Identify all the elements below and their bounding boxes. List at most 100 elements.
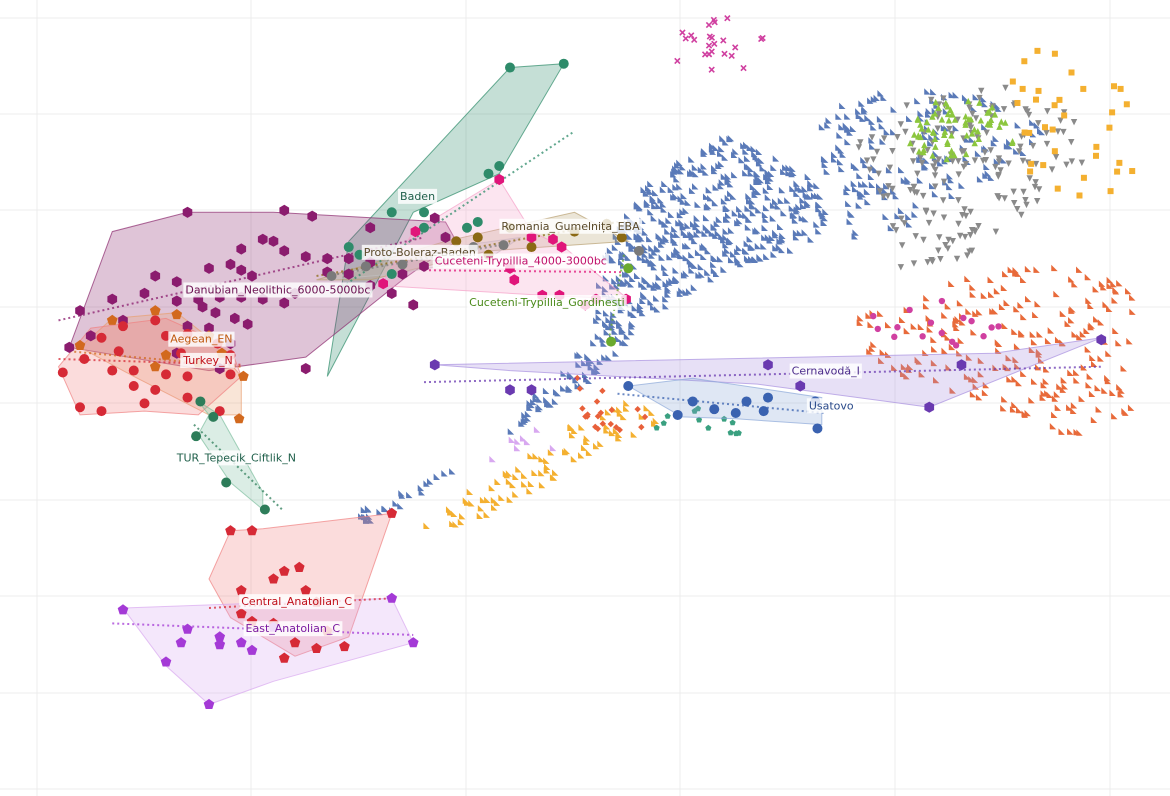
background-point xyxy=(1076,266,1083,273)
background-point xyxy=(636,232,643,239)
background-point xyxy=(994,339,1002,346)
background-point xyxy=(1033,122,1041,129)
background-point xyxy=(931,172,939,179)
background-point xyxy=(890,128,897,136)
background-point xyxy=(1116,383,1123,391)
background-point xyxy=(998,118,1005,125)
background-point xyxy=(802,216,809,223)
background-point xyxy=(928,96,935,104)
background-point xyxy=(1042,378,1050,385)
background-point xyxy=(659,186,667,193)
background-point xyxy=(870,124,877,131)
background-point xyxy=(1033,266,1040,273)
annotation-usatovo: Usatovo xyxy=(806,398,856,414)
background-point xyxy=(1127,404,1135,411)
background-point xyxy=(974,150,982,157)
background-point xyxy=(715,216,723,223)
background-point xyxy=(638,413,646,420)
background-point xyxy=(932,150,940,157)
data-point xyxy=(75,402,85,413)
data-point xyxy=(85,330,96,342)
data-point xyxy=(526,242,537,253)
background-point xyxy=(360,506,368,514)
background-point xyxy=(520,418,528,425)
background-point xyxy=(1010,188,1017,196)
annotation-baden: Baden xyxy=(398,188,438,204)
background-point xyxy=(526,404,533,411)
background-point xyxy=(1017,143,1024,151)
background-point xyxy=(810,192,818,199)
background-point xyxy=(931,110,939,117)
data-point xyxy=(128,365,139,376)
background-point xyxy=(928,134,935,141)
background-point xyxy=(988,324,995,331)
data-point xyxy=(709,404,720,415)
background-point xyxy=(521,481,528,488)
background-point xyxy=(629,275,636,283)
background-point xyxy=(1112,286,1119,294)
background-series-bg_blue2 xyxy=(818,88,1046,240)
data-point xyxy=(195,396,206,407)
background-point xyxy=(563,447,571,455)
data-point xyxy=(472,232,483,243)
background-point xyxy=(633,272,641,280)
background-point xyxy=(710,261,717,268)
background-point xyxy=(743,240,750,247)
background-point xyxy=(695,272,702,279)
background-point xyxy=(916,177,924,184)
background-point xyxy=(623,333,631,340)
background-point xyxy=(637,302,644,309)
background-point xyxy=(844,138,851,146)
background-point xyxy=(484,496,491,504)
background-point xyxy=(835,113,842,120)
background-point xyxy=(1057,117,1064,124)
background-point xyxy=(880,94,887,101)
background-point xyxy=(580,444,588,451)
background-point xyxy=(423,522,430,529)
background-point xyxy=(970,328,977,336)
background-point xyxy=(974,127,982,135)
data-point xyxy=(203,698,215,709)
background-point xyxy=(1035,186,1043,193)
background-point xyxy=(629,242,636,250)
background-point xyxy=(777,223,784,230)
data-point xyxy=(75,305,85,317)
annotations: BadenRomania_Gumelnița_EBAProto-Boleraz-… xyxy=(168,188,862,637)
background-point xyxy=(727,429,734,436)
background-point xyxy=(406,491,413,499)
background-point xyxy=(611,277,618,285)
background-point xyxy=(995,105,1002,112)
background-point xyxy=(1059,310,1067,317)
background-point xyxy=(640,186,647,194)
background-point xyxy=(897,264,905,271)
background-point xyxy=(751,191,758,198)
background-point xyxy=(614,335,622,343)
background-point xyxy=(1093,152,1100,159)
background-point xyxy=(879,138,886,145)
background-point xyxy=(975,222,982,230)
background-point xyxy=(1068,276,1075,283)
background-point xyxy=(931,190,939,198)
background-point xyxy=(755,206,762,214)
background-point xyxy=(969,391,977,398)
background-point xyxy=(720,266,727,273)
annotation-aegean: Aegean_EN xyxy=(168,331,235,347)
data-point xyxy=(238,370,249,381)
background-point xyxy=(929,113,936,120)
background-point xyxy=(761,234,768,241)
background-point xyxy=(799,196,806,204)
data-point xyxy=(343,268,354,280)
background-point xyxy=(727,134,735,142)
background-point xyxy=(711,167,718,175)
annotation-label: Central_Anatolian_C xyxy=(241,595,352,608)
background-point xyxy=(1019,149,1027,157)
trend-line-tepecik xyxy=(193,423,283,511)
background-point xyxy=(822,156,829,163)
background-point xyxy=(682,35,689,42)
background-point xyxy=(878,122,886,130)
data-point xyxy=(343,242,354,253)
background-point xyxy=(955,220,962,228)
background-point xyxy=(549,444,557,452)
background-point xyxy=(1026,129,1033,136)
